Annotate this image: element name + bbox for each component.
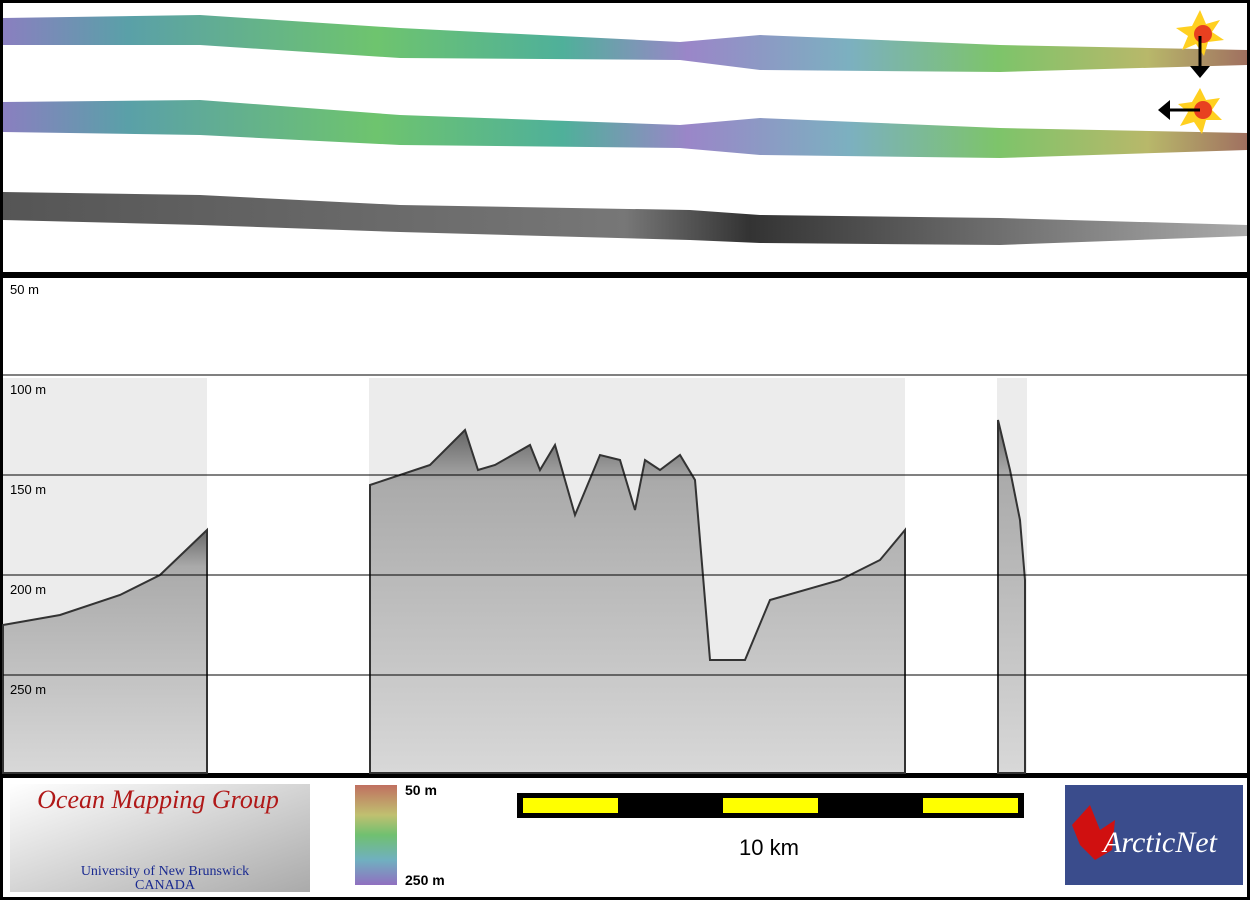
swath-strip bbox=[3, 100, 1247, 158]
scale-bar bbox=[517, 793, 1024, 818]
colorbar-label: 250 m bbox=[405, 872, 445, 888]
logo-line: CANADA bbox=[135, 878, 196, 893]
scale-label: 10 km bbox=[739, 835, 799, 860]
logo-title: ArcticNet bbox=[1101, 826, 1218, 859]
omg-logo bbox=[10, 784, 310, 892]
depth-label: 50 m bbox=[10, 282, 39, 297]
maple-leaf bbox=[1072, 805, 1115, 860]
logo-title: Ocean Mapping Group bbox=[37, 785, 279, 814]
depth-label: 100 m bbox=[10, 382, 46, 397]
depth-label: 150 m bbox=[10, 482, 46, 497]
swath-strip bbox=[3, 15, 1247, 72]
seafloor bbox=[997, 419, 1026, 774]
depth-axis: 50 m 100 m 150 m 200 m 250 m bbox=[3, 282, 1247, 697]
logo-line: University of New Brunswick bbox=[81, 864, 249, 879]
seafloor bbox=[369, 428, 906, 774]
sun-icon bbox=[1158, 10, 1224, 134]
depth-label: 200 m bbox=[10, 582, 46, 597]
colorbar-label: 50 m bbox=[405, 782, 437, 798]
depth-label: 250 m bbox=[10, 682, 46, 697]
colorbar bbox=[355, 785, 397, 885]
seafloor bbox=[2, 527, 208, 774]
backscatter-strip bbox=[3, 192, 1247, 245]
